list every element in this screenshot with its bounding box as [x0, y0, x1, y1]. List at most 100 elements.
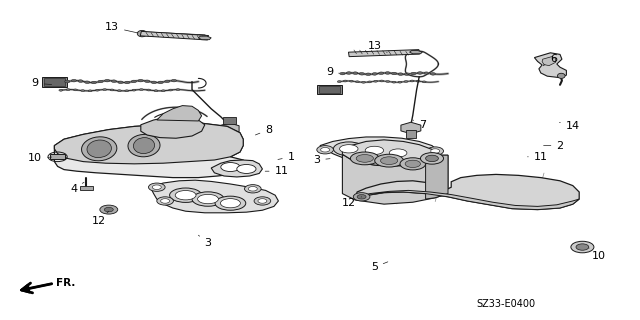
Circle shape	[131, 80, 136, 83]
Circle shape	[84, 81, 90, 84]
Circle shape	[355, 81, 359, 83]
Text: SZ33-E0400: SZ33-E0400	[476, 299, 535, 309]
Circle shape	[398, 73, 403, 76]
Polygon shape	[54, 123, 246, 178]
Text: 9: 9	[31, 78, 52, 88]
Ellipse shape	[192, 192, 224, 206]
Circle shape	[398, 81, 402, 83]
Circle shape	[353, 193, 370, 201]
Text: 13: 13	[367, 41, 387, 53]
Polygon shape	[534, 53, 566, 77]
Text: 8: 8	[255, 124, 273, 135]
Circle shape	[571, 241, 594, 253]
Ellipse shape	[333, 142, 364, 156]
Circle shape	[411, 72, 416, 75]
Circle shape	[337, 81, 341, 83]
Circle shape	[343, 80, 347, 82]
Circle shape	[118, 90, 122, 92]
Circle shape	[145, 80, 150, 83]
Circle shape	[158, 81, 163, 84]
Polygon shape	[224, 130, 234, 140]
Polygon shape	[319, 86, 340, 93]
Polygon shape	[211, 160, 262, 177]
Circle shape	[157, 197, 173, 205]
Circle shape	[374, 80, 378, 82]
Circle shape	[172, 79, 177, 82]
Circle shape	[426, 155, 438, 162]
Polygon shape	[50, 154, 65, 159]
Polygon shape	[406, 130, 416, 138]
Circle shape	[71, 79, 76, 82]
Polygon shape	[140, 31, 209, 40]
Ellipse shape	[198, 194, 218, 204]
Circle shape	[132, 89, 136, 91]
Ellipse shape	[221, 163, 240, 172]
Ellipse shape	[81, 137, 117, 161]
Polygon shape	[401, 122, 421, 134]
Circle shape	[321, 148, 330, 152]
Ellipse shape	[351, 152, 379, 165]
Circle shape	[118, 81, 123, 84]
Circle shape	[92, 81, 97, 84]
Ellipse shape	[383, 146, 413, 160]
Polygon shape	[410, 51, 422, 54]
Circle shape	[404, 73, 410, 76]
Circle shape	[346, 72, 351, 74]
Circle shape	[353, 72, 358, 75]
Polygon shape	[317, 85, 342, 94]
Circle shape	[427, 147, 444, 155]
Circle shape	[152, 185, 161, 189]
Circle shape	[422, 81, 426, 83]
Ellipse shape	[87, 140, 111, 157]
Ellipse shape	[138, 30, 147, 37]
Ellipse shape	[557, 73, 565, 78]
Text: 3: 3	[314, 155, 330, 165]
Circle shape	[365, 73, 371, 76]
Ellipse shape	[375, 154, 404, 167]
Polygon shape	[320, 137, 438, 164]
Circle shape	[258, 199, 267, 203]
Text: 7: 7	[413, 120, 426, 130]
Circle shape	[154, 90, 158, 92]
Ellipse shape	[133, 138, 155, 154]
Circle shape	[380, 80, 383, 82]
Text: 11: 11	[527, 152, 548, 162]
Circle shape	[140, 89, 143, 91]
Circle shape	[161, 199, 170, 203]
Circle shape	[169, 89, 173, 91]
Polygon shape	[150, 180, 278, 213]
Circle shape	[78, 80, 83, 82]
Circle shape	[248, 187, 257, 191]
Ellipse shape	[359, 144, 390, 157]
Polygon shape	[198, 36, 211, 40]
Circle shape	[424, 72, 429, 75]
Ellipse shape	[128, 134, 160, 157]
Circle shape	[65, 80, 70, 83]
Circle shape	[244, 185, 261, 193]
Polygon shape	[355, 174, 579, 210]
Circle shape	[410, 80, 414, 82]
Polygon shape	[223, 117, 236, 124]
Circle shape	[125, 81, 130, 84]
Text: 14: 14	[559, 121, 580, 132]
Circle shape	[385, 72, 390, 74]
Polygon shape	[342, 149, 448, 204]
Circle shape	[74, 89, 77, 91]
Ellipse shape	[170, 188, 202, 203]
Text: 2: 2	[543, 140, 564, 151]
Circle shape	[392, 72, 397, 75]
Text: 3: 3	[198, 235, 211, 248]
Polygon shape	[355, 190, 579, 210]
Circle shape	[404, 81, 408, 83]
Circle shape	[125, 90, 129, 92]
Ellipse shape	[215, 196, 246, 210]
Polygon shape	[542, 57, 556, 66]
Ellipse shape	[389, 149, 407, 157]
Circle shape	[416, 80, 420, 82]
Circle shape	[357, 195, 366, 199]
Circle shape	[81, 90, 84, 92]
Circle shape	[95, 89, 99, 91]
Circle shape	[349, 80, 353, 82]
Circle shape	[104, 207, 113, 212]
Ellipse shape	[365, 146, 383, 155]
